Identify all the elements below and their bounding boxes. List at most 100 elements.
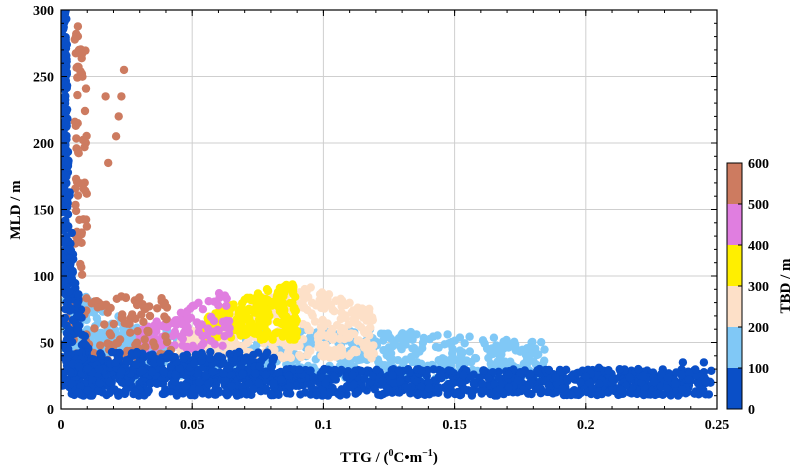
data-point — [390, 338, 399, 347]
data-point — [313, 331, 323, 341]
data-point — [284, 371, 293, 380]
data-point — [156, 358, 165, 367]
data-point — [73, 90, 82, 100]
data-point — [190, 301, 199, 310]
colorbar-tick-label: 500 — [748, 198, 769, 213]
colorbar: 0 100 200 300 400 500 600 — [726, 157, 769, 418]
data-point — [408, 357, 417, 367]
data-point — [484, 380, 493, 390]
data-point — [223, 389, 232, 399]
data-point — [488, 368, 497, 377]
data-point — [492, 342, 501, 352]
data-point — [62, 51, 71, 60]
data-point — [255, 362, 265, 371]
data-point — [453, 387, 462, 397]
data-point — [460, 339, 469, 348]
data-point — [348, 370, 357, 380]
data-point — [608, 384, 617, 394]
data-point — [537, 338, 546, 347]
y-tick-label: 50 — [40, 337, 54, 352]
data-point — [347, 308, 356, 317]
data-point — [122, 319, 132, 328]
data-point — [117, 92, 126, 101]
data-point — [699, 358, 709, 367]
data-point — [153, 304, 162, 313]
data-point — [96, 328, 106, 337]
data-point — [62, 61, 71, 71]
data-point — [269, 379, 278, 388]
data-point — [100, 320, 109, 329]
data-point — [146, 379, 155, 388]
data-point — [308, 311, 317, 320]
data-point — [268, 356, 277, 365]
data-point — [131, 360, 141, 369]
data-point — [295, 350, 304, 360]
data-point — [540, 345, 549, 354]
data-point — [67, 274, 77, 283]
data-point — [595, 379, 604, 388]
data-point — [106, 303, 115, 313]
data-point — [237, 299, 247, 308]
data-point — [336, 327, 346, 336]
data-point — [275, 307, 285, 316]
data-point — [259, 299, 268, 309]
data-point — [105, 388, 114, 398]
data-point — [61, 186, 67, 195]
data-point — [494, 373, 503, 383]
data-points — [61, 10, 716, 400]
data-point — [408, 344, 417, 353]
data-point — [242, 338, 252, 348]
data-point — [62, 119, 71, 128]
data-point — [261, 316, 270, 326]
data-point — [123, 357, 132, 366]
data-point — [479, 366, 488, 375]
data-point — [274, 290, 283, 300]
data-point — [262, 348, 272, 357]
data-point — [71, 121, 81, 130]
data-point — [403, 383, 412, 393]
data-point — [94, 365, 104, 374]
data-point — [484, 373, 493, 383]
data-point — [527, 338, 536, 347]
data-point — [261, 370, 270, 379]
data-point — [199, 339, 208, 348]
data-point — [70, 35, 80, 44]
data-point — [180, 382, 190, 391]
data-point — [82, 131, 91, 141]
data-point — [80, 106, 90, 116]
data-point — [289, 281, 298, 291]
data-point — [429, 365, 438, 374]
data-point — [83, 364, 93, 373]
data-point — [263, 286, 273, 296]
data-point — [436, 366, 446, 376]
data-point — [186, 313, 196, 322]
data-point — [305, 333, 315, 342]
data-point — [96, 349, 105, 358]
data-point — [340, 334, 349, 344]
data-point — [61, 10, 70, 18]
data-point — [459, 370, 468, 380]
x-tick-label: 0.1 — [315, 418, 333, 433]
data-point — [639, 390, 648, 400]
y-tick-label: 0 — [47, 403, 54, 418]
colorbar-tick-label: 0 — [748, 403, 755, 418]
data-point — [150, 358, 159, 368]
data-point — [141, 342, 150, 351]
data-point — [220, 332, 229, 341]
data-point — [61, 171, 70, 180]
data-point — [678, 358, 688, 367]
x-tick-label: 0.25 — [705, 418, 730, 433]
data-point — [465, 332, 474, 341]
data-point — [121, 385, 131, 395]
data-point — [62, 351, 72, 361]
data-point — [495, 385, 505, 394]
data-point — [260, 333, 269, 342]
data-point — [320, 364, 329, 374]
data-point — [388, 371, 397, 380]
data-point — [65, 336, 74, 345]
data-point — [195, 377, 204, 387]
y-tick-label: 150 — [33, 204, 54, 219]
data-point — [152, 379, 162, 388]
data-point — [179, 354, 188, 363]
data-point — [396, 377, 405, 386]
